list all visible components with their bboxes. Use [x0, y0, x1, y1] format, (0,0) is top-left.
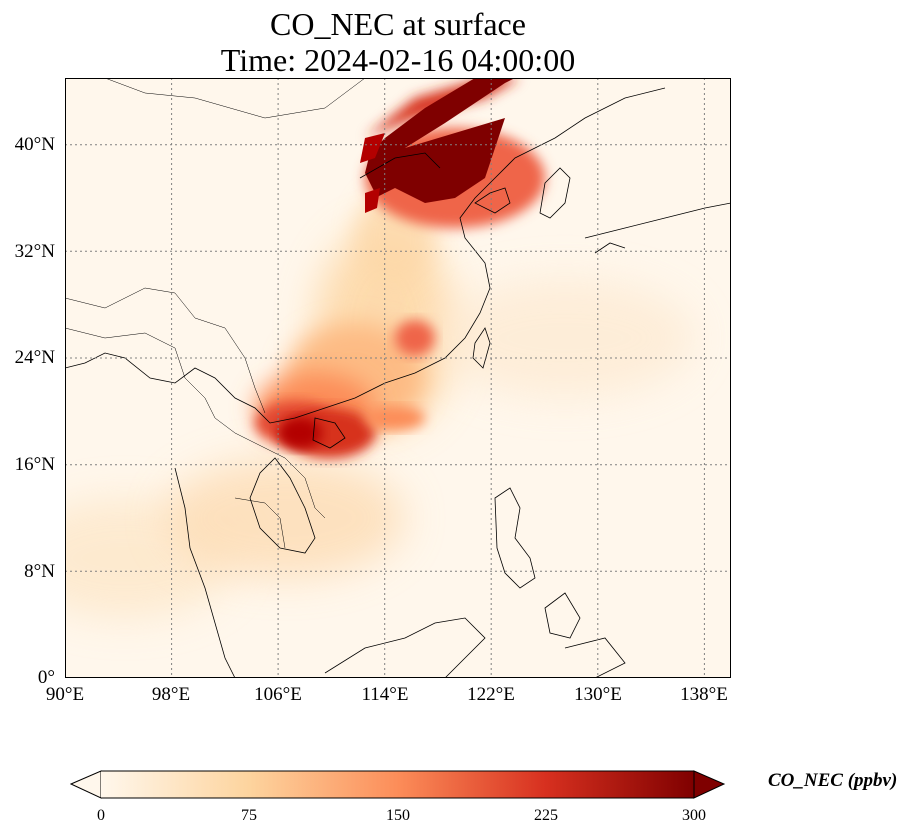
- colorbar-label: CO_NEC (ppbv): [768, 770, 898, 791]
- lon-tick-label: 130°E: [574, 684, 622, 705]
- map-border: [65, 78, 731, 678]
- lon-tick-label: 138°E: [680, 684, 728, 705]
- chart-title-line-2: Time: 2024-02-16 04:00:00: [220, 42, 576, 78]
- country-borders: [65, 78, 366, 549]
- lat-tick-label: 8°N: [24, 561, 55, 582]
- colorbar-tick-label: 300: [682, 807, 706, 824]
- lon-tick-label: 106°E: [254, 684, 302, 705]
- colorbar-tick-label: 0: [97, 807, 105, 824]
- lat-tick-label: 24°N: [14, 347, 55, 368]
- lon-tick-label: 122°E: [467, 684, 515, 705]
- coastlines: [65, 87, 731, 678]
- colorbar-tick-label: 75: [241, 807, 257, 824]
- map-svg: [65, 78, 731, 678]
- lat-tick-label: 0°: [37, 667, 55, 688]
- lat-tick-label: 16°N: [14, 454, 55, 475]
- co-field-south-plume: [255, 320, 435, 458]
- lon-tick-label: 114°E: [361, 684, 409, 705]
- chart-title-line-1: CO_NEC at surface: [270, 6, 526, 42]
- lon-tick-label: 90°E: [45, 684, 85, 705]
- colorbar-tick-label: 225: [534, 807, 558, 824]
- gridlines: [65, 78, 731, 678]
- lon-tick-label: 98°E: [151, 684, 191, 705]
- colorbar-gradient: [101, 771, 694, 798]
- colorbar-tick-label: 150: [386, 807, 410, 824]
- colorbar-max-extend: [693, 770, 726, 799]
- co-field-north-plume: [360, 78, 545, 228]
- colorbar-min-extend: [70, 770, 102, 799]
- colorbar: [70, 770, 726, 799]
- map-area: [65, 78, 731, 678]
- lat-tick-label: 32°N: [14, 241, 55, 262]
- lat-tick-label: 40°N: [14, 134, 55, 155]
